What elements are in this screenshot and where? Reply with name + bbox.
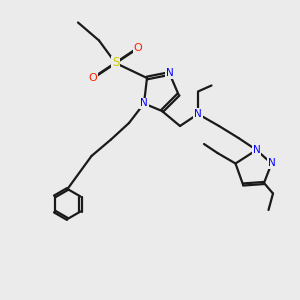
Text: N: N [166,68,173,79]
Text: O: O [88,73,98,83]
Text: O: O [134,43,142,53]
Text: N: N [253,145,260,155]
Text: N: N [140,98,148,109]
Text: N: N [194,109,202,119]
Text: N: N [268,158,275,169]
Text: S: S [112,56,119,70]
